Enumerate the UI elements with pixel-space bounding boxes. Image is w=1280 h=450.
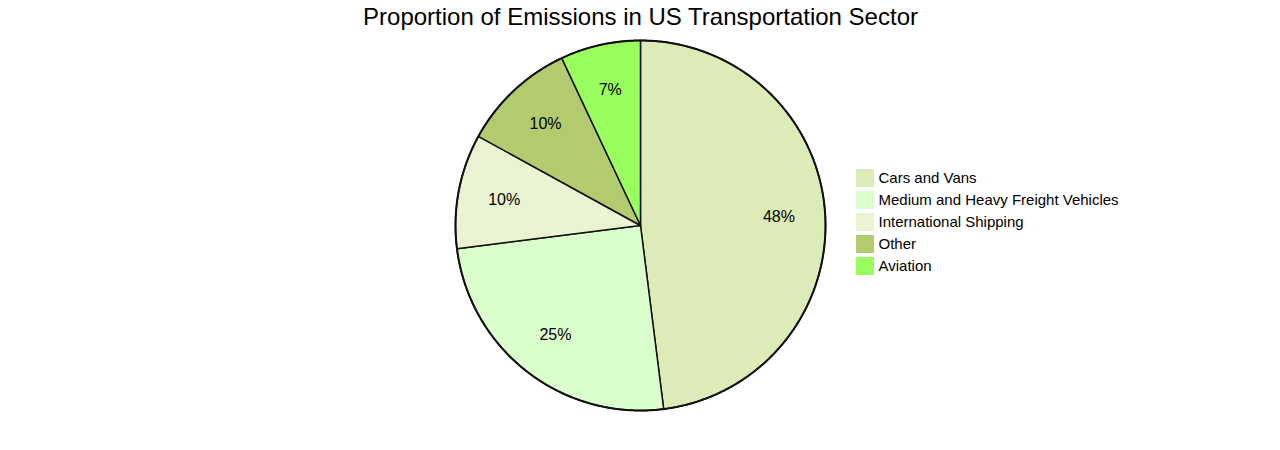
svg-text:Cars and Vans: Cars and Vans: [879, 169, 977, 186]
svg-text:Proportion of Emissions in US: Proportion of Emissions in US Transporta…: [363, 3, 918, 30]
svg-text:7%: 7%: [599, 81, 622, 98]
svg-text:International Shipping: International Shipping: [879, 213, 1024, 230]
svg-text:25%: 25%: [539, 326, 571, 343]
svg-text:Aviation: Aviation: [879, 257, 932, 274]
svg-text:48%: 48%: [763, 208, 795, 225]
svg-text:Medium and Heavy Freight Vehic: Medium and Heavy Freight Vehicles: [879, 191, 1119, 208]
svg-text:Other: Other: [879, 235, 917, 252]
svg-text:10%: 10%: [488, 191, 520, 208]
svg-text:10%: 10%: [530, 115, 562, 132]
